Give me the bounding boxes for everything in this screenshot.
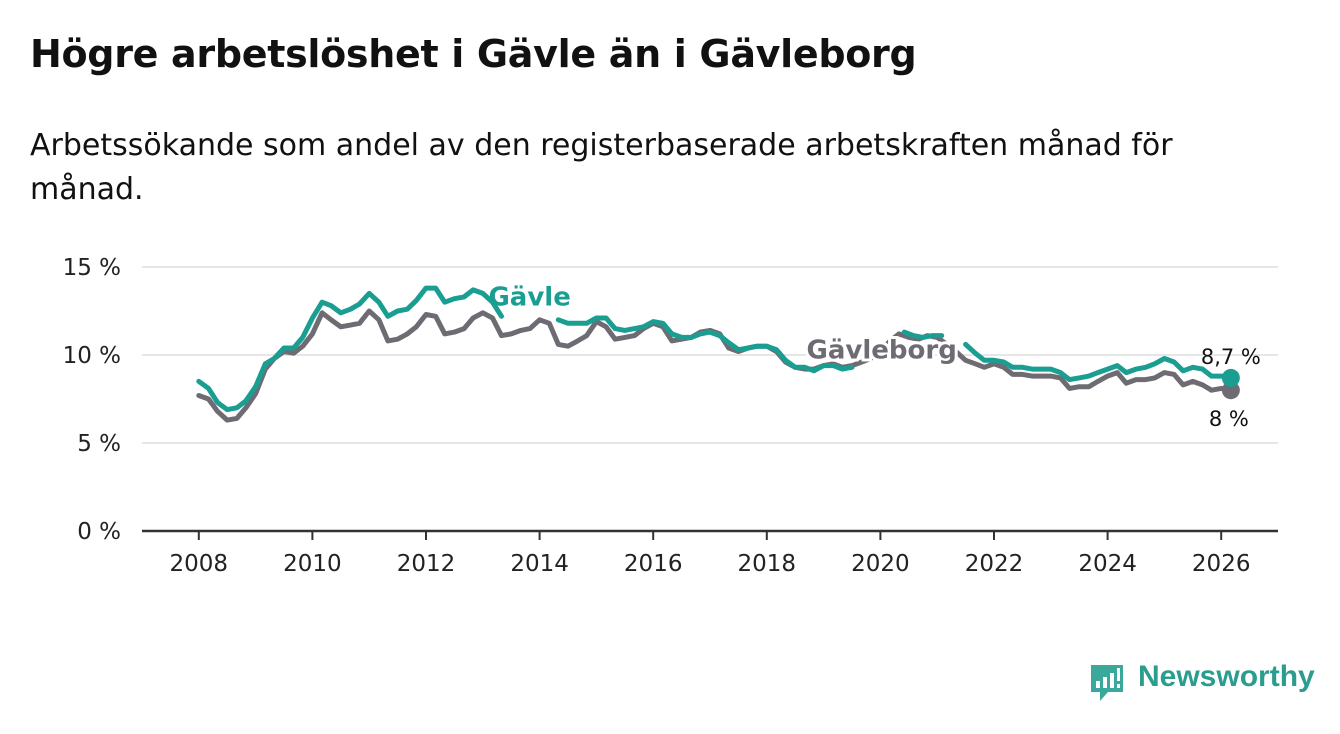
y-tick-label: 0 % bbox=[77, 519, 121, 545]
newsworthy-logo: Newsworthy bbox=[1088, 660, 1318, 704]
end-label-gavle: 8,7 % bbox=[1201, 345, 1261, 369]
x-tick-label: 2022 bbox=[965, 551, 1024, 577]
series-line-gavle bbox=[963, 341, 1234, 383]
end-point-gavle bbox=[1221, 368, 1240, 387]
chart-title: Högre arbetslöshet i Gävle än i Gävlebor… bbox=[30, 32, 917, 76]
x-tick-label: 2016 bbox=[624, 551, 683, 577]
x-tick-label: 2014 bbox=[510, 551, 569, 577]
x-axis: 2008 2010 2012 2014 2016 2018 2020 2022 2024 2026 bbox=[142, 529, 1278, 577]
series-line-gavle bbox=[555, 315, 855, 374]
y-tick-label: 5 % bbox=[77, 431, 121, 457]
x-tick-label: 2008 bbox=[170, 551, 229, 577]
x-tick-label: 2026 bbox=[1192, 551, 1251, 577]
series-line-gavleborg bbox=[196, 308, 1234, 423]
series-label-gavleborg: Gävleborg bbox=[807, 336, 957, 366]
series-line-gavle bbox=[196, 285, 504, 413]
series-lines bbox=[196, 285, 1240, 423]
series-line-gavle bbox=[901, 329, 945, 340]
end-point-gavleborg bbox=[1221, 381, 1240, 400]
x-tick-label: 2024 bbox=[1078, 551, 1137, 577]
newsworthy-logo-icon bbox=[1091, 665, 1123, 701]
x-tick-label: 2012 bbox=[397, 551, 456, 577]
y-tick-label: 15 % bbox=[63, 255, 121, 281]
chart-subtitle: Arbetssökande som andel av den registerb… bbox=[30, 128, 1173, 207]
grid-lines: 0 % 5 % 10 % 15 % bbox=[63, 255, 1278, 545]
series-labels: Gävle Gävleborg 8,7 % 8 % bbox=[488, 283, 1260, 431]
x-tick-label: 2018 bbox=[738, 551, 797, 577]
end-label-gavleborg: 8 % bbox=[1209, 407, 1249, 431]
x-tick-label: 2010 bbox=[283, 551, 342, 577]
x-tick-label: 2020 bbox=[851, 551, 910, 577]
y-tick-label: 10 % bbox=[63, 343, 121, 369]
newsworthy-logo-text: Newsworthy bbox=[1138, 660, 1315, 693]
series-label-gavle: Gävle bbox=[488, 283, 570, 313]
